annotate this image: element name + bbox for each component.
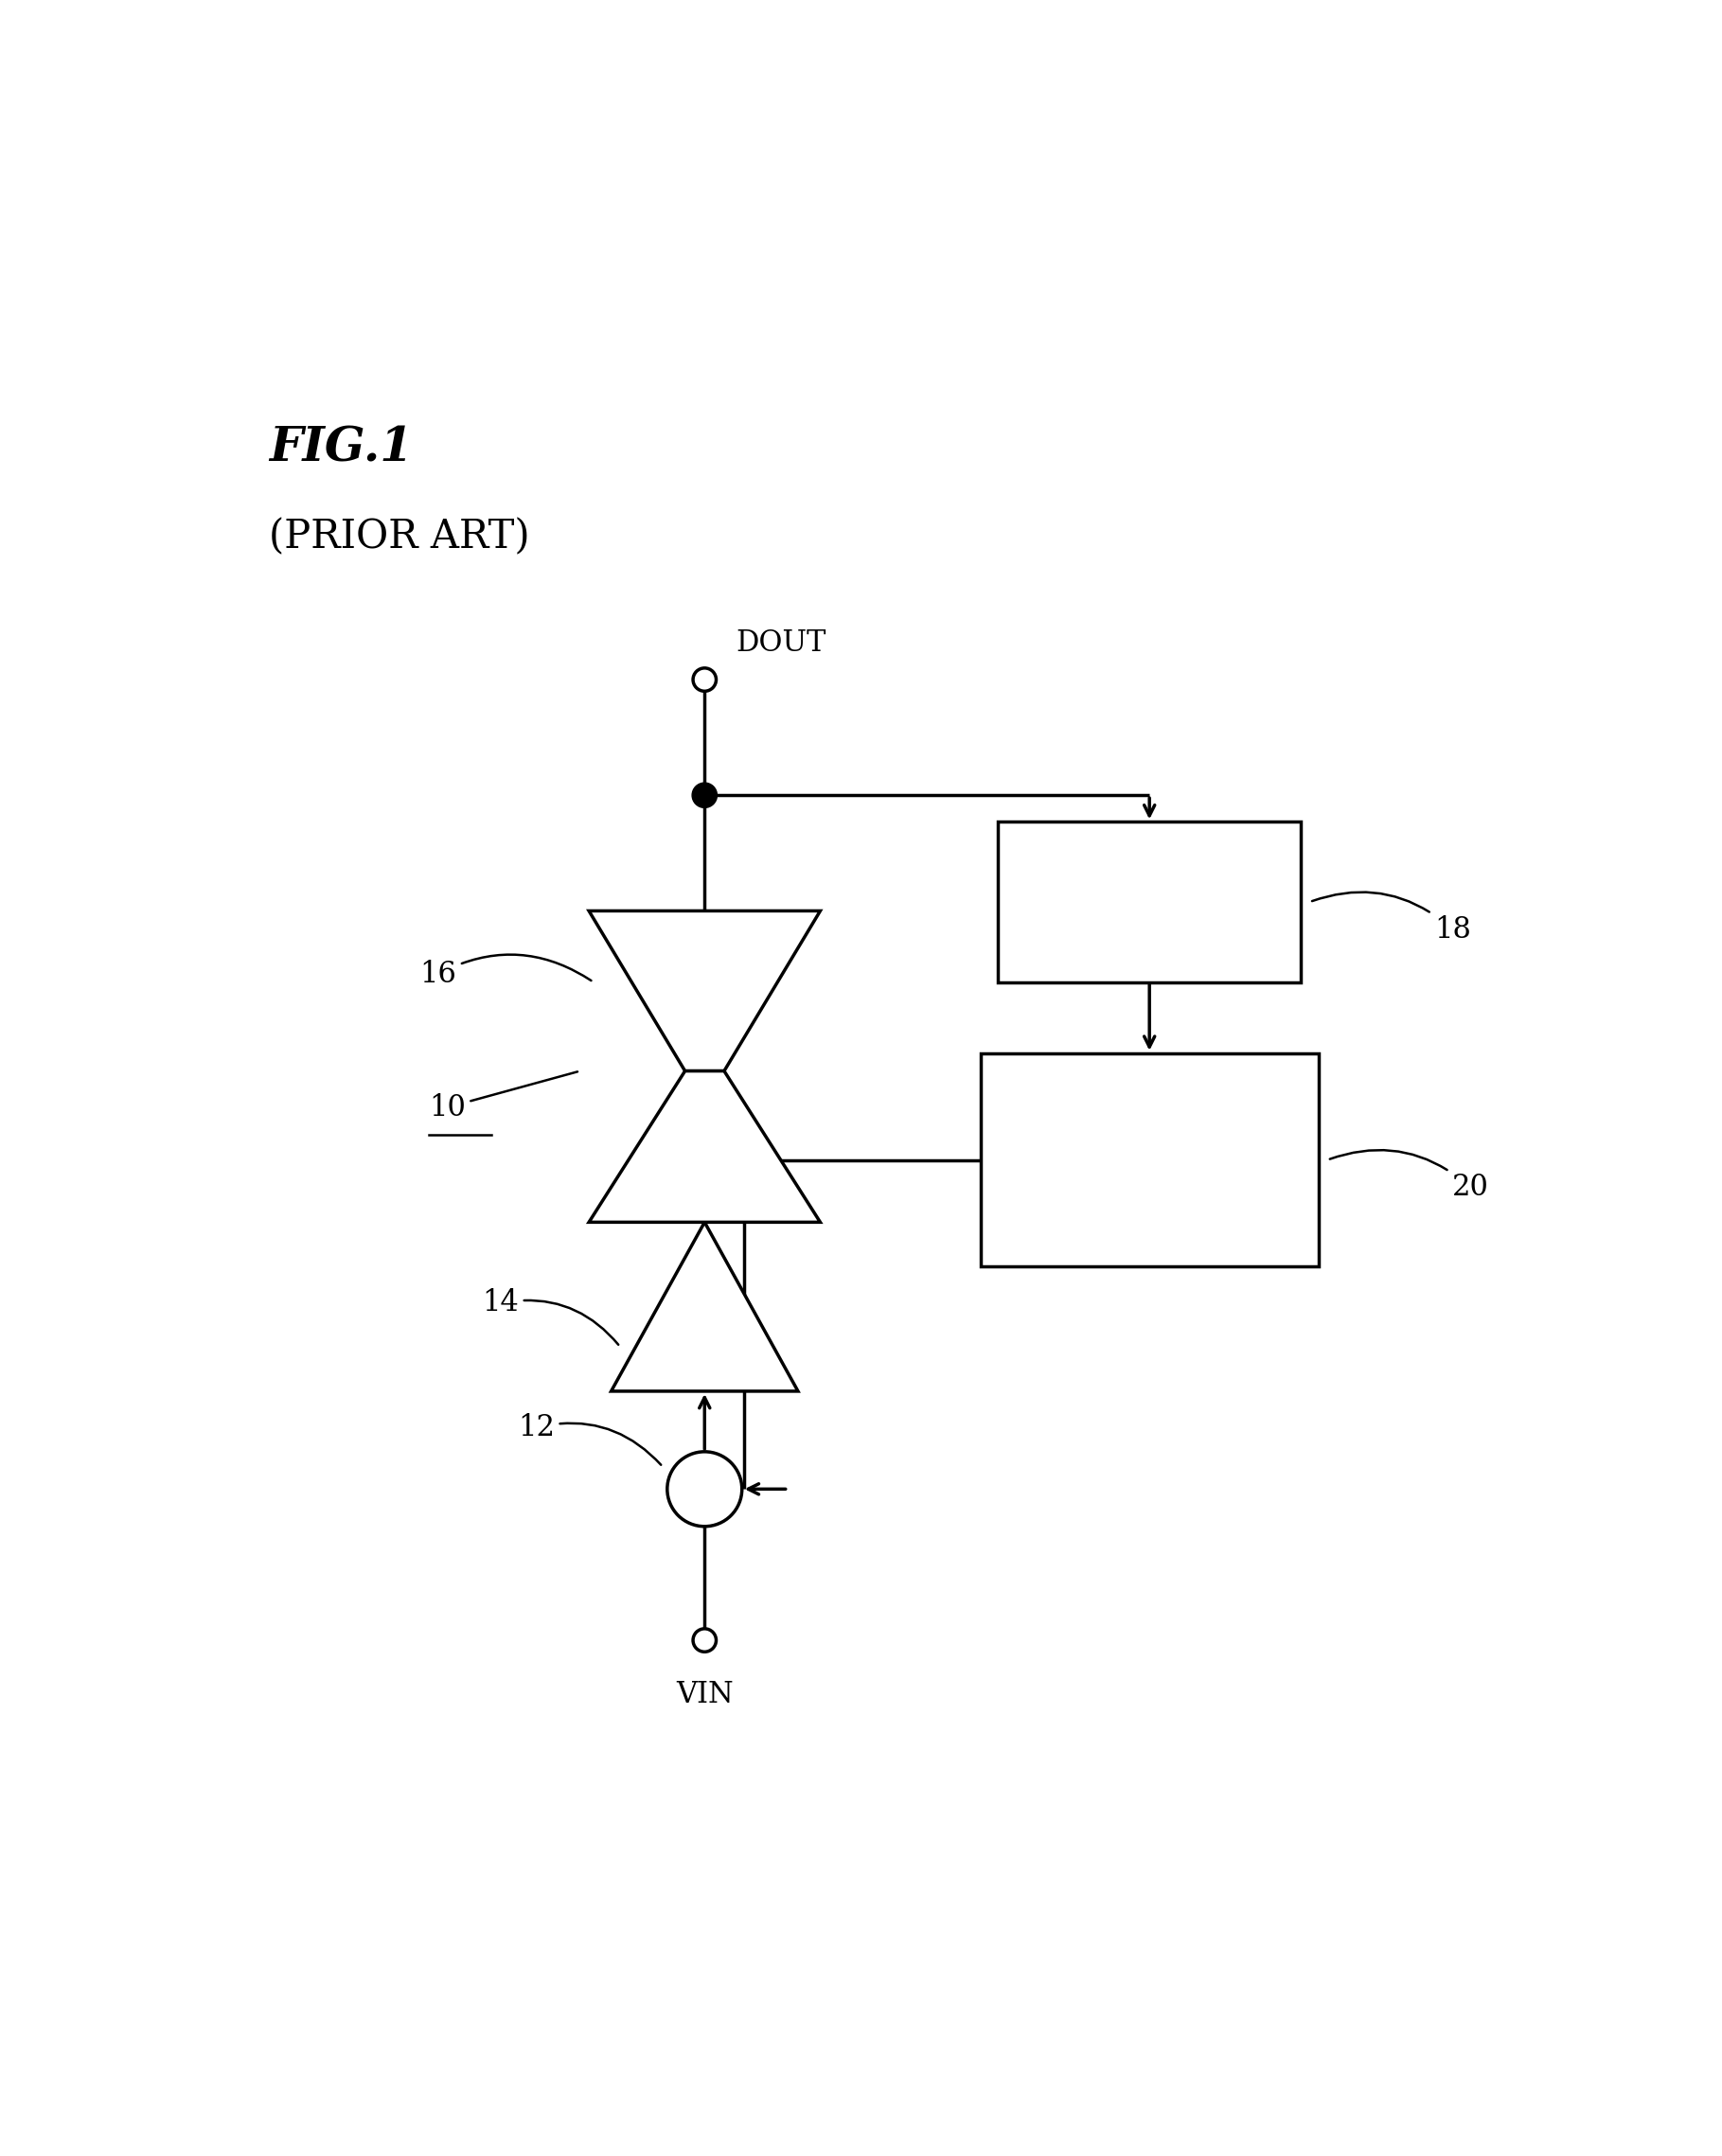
Text: 18: 18 xyxy=(1312,893,1471,944)
Polygon shape xyxy=(589,1072,820,1222)
Text: FIG.1: FIG.1 xyxy=(269,425,413,472)
Circle shape xyxy=(692,1628,716,1651)
Text: VIN: VIN xyxy=(675,1680,734,1710)
Text: 16: 16 xyxy=(420,955,591,990)
Text: 12: 12 xyxy=(518,1412,661,1464)
Text: AMP: AMP xyxy=(670,1300,739,1330)
Bar xyxy=(980,1052,1319,1268)
Polygon shape xyxy=(589,910,820,1072)
Bar xyxy=(999,821,1300,981)
Text: QUANTIZER: QUANTIZER xyxy=(1056,888,1243,916)
Text: -: - xyxy=(697,1470,711,1501)
Text: 20: 20 xyxy=(1329,1149,1490,1203)
Circle shape xyxy=(692,668,716,692)
Text: DOUT: DOUT xyxy=(735,627,827,658)
Text: 10: 10 xyxy=(429,1072,577,1121)
Circle shape xyxy=(666,1451,742,1526)
Circle shape xyxy=(692,783,716,808)
Text: ADC: ADC xyxy=(668,977,740,1007)
Polygon shape xyxy=(611,1222,797,1391)
Text: (PRIOR ART): (PRIOR ART) xyxy=(269,517,530,556)
Text: 14: 14 xyxy=(482,1289,618,1345)
Text: OFFSET
COMPENSATION
CIRCUIT: OFFSET COMPENSATION CIRCUIT xyxy=(1031,1110,1267,1210)
